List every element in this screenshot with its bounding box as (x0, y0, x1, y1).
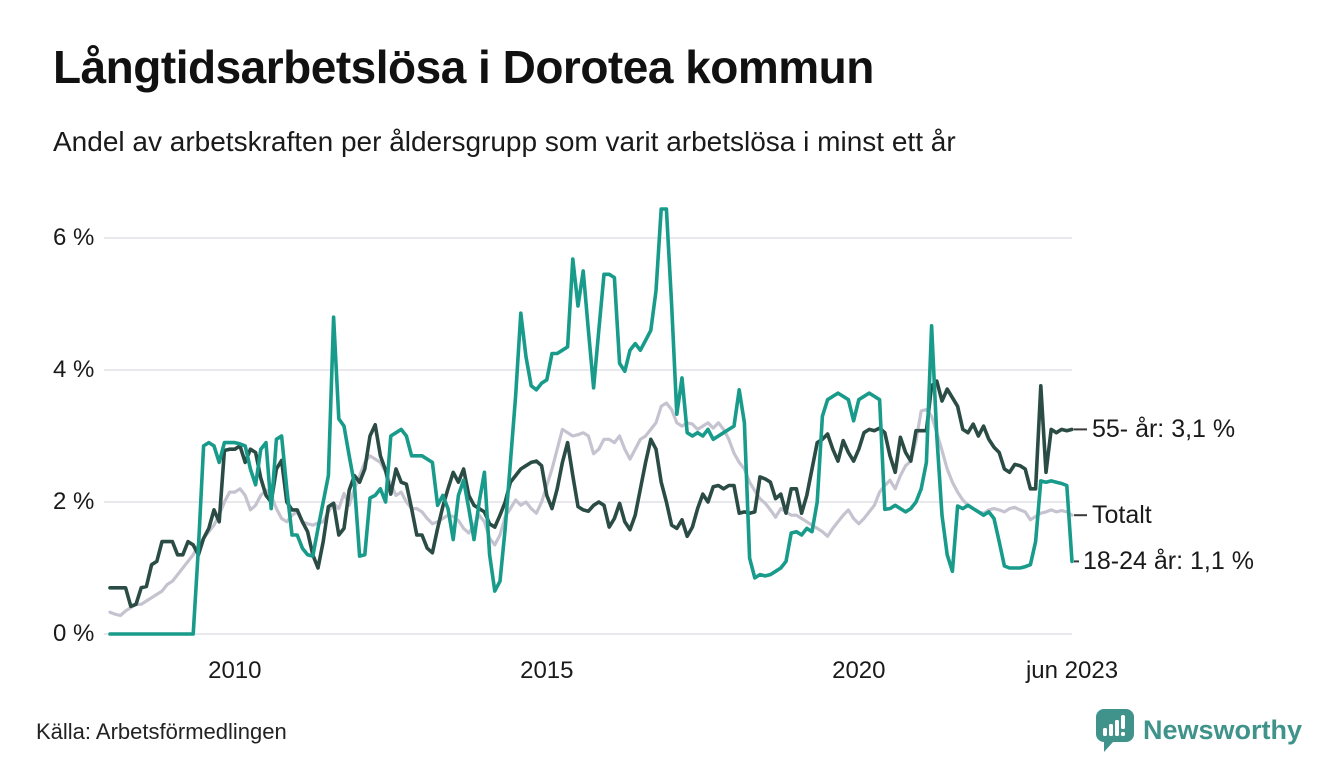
source-note: Källa: Arbetsförmedlingen (36, 719, 287, 744)
chart-subtitle: Andel av arbetskraften per åldersgrupp s… (53, 126, 956, 157)
y-axis-tick-label: 0 % (53, 620, 95, 647)
x-axis-tick-label: 2010 (208, 657, 262, 684)
series-label-totalt: Totalt (1092, 501, 1152, 530)
series-label-18-24-r: 18-24 år: 1,1 % (1083, 547, 1254, 576)
y-axis-tick-label: 2 % (53, 488, 95, 515)
branding: Newsworthy (1095, 708, 1302, 753)
newsworthy-logo-icon (1095, 709, 1134, 752)
chart-title: Långtidsarbetslösa i Dorotea kommun (53, 41, 874, 93)
x-axis-tick-label: 2015 (520, 657, 574, 684)
y-axis-tick-label: 4 % (53, 356, 95, 383)
series-label-55-r: 55- år: 3,1 % (1092, 415, 1236, 444)
x-axis-tick-label: jun 2023 (1025, 657, 1119, 684)
brand-name: Newsworthy (1142, 715, 1302, 745)
y-axis-tick-label: 6 % (53, 224, 95, 251)
x-axis-tick-label: 2020 (832, 657, 886, 684)
